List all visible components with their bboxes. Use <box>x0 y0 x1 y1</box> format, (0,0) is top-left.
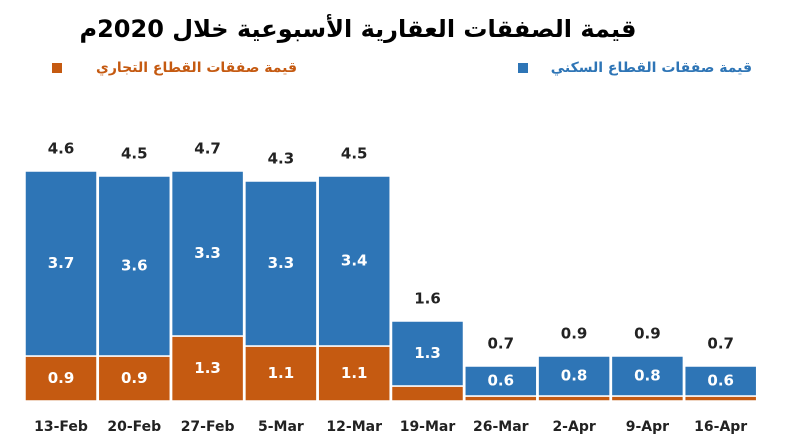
x-tick-label: 19-Mar <box>400 419 456 435</box>
bar-segment <box>317 175 391 347</box>
data-label: 1.1 <box>268 364 295 382</box>
x-tick-label: 5-Mar <box>258 419 304 435</box>
x-tick-label: 9-Apr <box>626 419 669 435</box>
total-label: 0.7 <box>707 335 734 353</box>
data-label: 3.6 <box>121 257 148 275</box>
x-tick-label: 13-Feb <box>34 419 88 435</box>
bar-segment <box>317 345 391 402</box>
bar-segment <box>244 345 318 402</box>
total-label: 0.9 <box>634 325 661 343</box>
bar-segment <box>244 180 318 347</box>
total-label: 4.5 <box>121 145 148 163</box>
total-label: 0.7 <box>488 335 515 353</box>
data-label: 3.3 <box>268 254 295 272</box>
bar-segment <box>170 170 245 337</box>
legend-label: قيمة صفقات القطاع التجاري <box>96 60 297 77</box>
data-label: 3.3 <box>194 244 221 262</box>
data-label: 0.8 <box>634 367 661 385</box>
bar-segment <box>683 365 758 397</box>
data-label: 0.9 <box>121 369 148 387</box>
data-label: 0.6 <box>707 372 734 390</box>
bar-segment <box>390 320 465 387</box>
data-label: 0.8 <box>561 367 588 385</box>
total-label: 4.3 <box>268 150 295 168</box>
x-tick-label: 2-Apr <box>552 419 595 435</box>
legend-label: قيمة صفقات القطاع السكني <box>551 60 752 76</box>
chart-title: قيمة الصفقات العقارية الأسبوعية خلال 202… <box>80 14 637 43</box>
total-label: 1.6 <box>414 290 441 308</box>
data-label: 1.1 <box>341 364 368 382</box>
data-label: 1.3 <box>194 359 221 377</box>
x-tick-label: 26-Mar <box>473 419 529 435</box>
total-label: 0.9 <box>561 325 588 343</box>
x-tick-label: 16-Apr <box>694 419 747 435</box>
bar-segment <box>24 170 98 357</box>
x-tick-label: 27-Feb <box>181 419 235 435</box>
legend-swatch <box>52 63 62 73</box>
bar-segment <box>97 175 172 357</box>
bar-segment <box>390 385 465 402</box>
bar-segment <box>464 365 538 397</box>
bar-segment <box>537 355 611 397</box>
x-tick-label: 20-Feb <box>107 419 161 435</box>
total-label: 4.7 <box>194 140 221 158</box>
x-tick-label: 12-Mar <box>326 419 382 435</box>
data-label: 0.9 <box>48 369 75 387</box>
bar-segment <box>24 355 98 402</box>
bar-segment <box>170 335 245 402</box>
bar-segment <box>610 355 685 397</box>
data-label: 3.7 <box>48 254 75 272</box>
total-label: 4.6 <box>48 140 75 158</box>
legend-swatch <box>518 63 528 73</box>
data-label: 3.4 <box>341 252 368 270</box>
data-label: 1.3 <box>414 344 441 362</box>
data-label: 0.6 <box>488 372 515 390</box>
bar-segment <box>97 355 172 402</box>
total-label: 4.5 <box>341 145 368 163</box>
